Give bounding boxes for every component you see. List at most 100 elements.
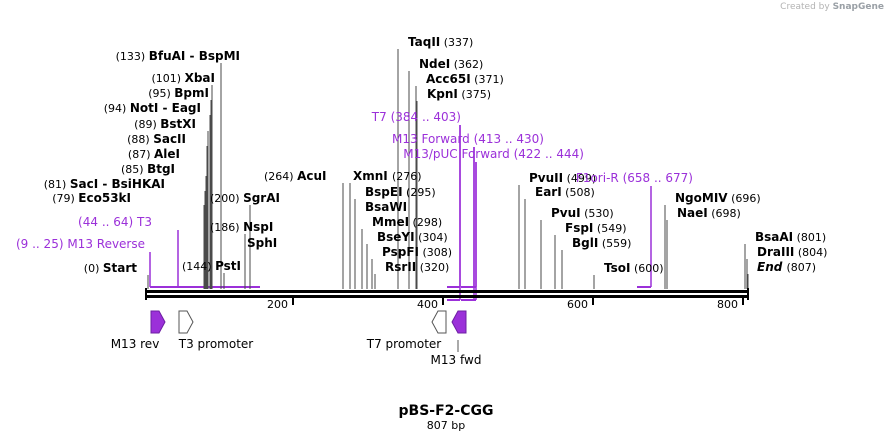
site-name: BstXI bbox=[160, 117, 196, 131]
site-name: KpnI bbox=[427, 87, 458, 101]
site-position: (499) bbox=[563, 172, 596, 185]
svg-text:(186) NspI: (186) NspI bbox=[210, 220, 273, 234]
site-sphi: SphI bbox=[247, 236, 277, 250]
site-pvuii: PvuII (499) bbox=[529, 171, 596, 185]
svg-text:(44 .. 64) T3: (44 .. 64) T3 bbox=[78, 215, 152, 229]
site-position: (295) bbox=[403, 186, 436, 199]
plasmid-name: pBS-F2-CGG bbox=[399, 403, 494, 419]
site-name: BtgI bbox=[147, 162, 175, 176]
site-position: (101) bbox=[152, 72, 185, 85]
site-position: (304) bbox=[415, 231, 448, 244]
svg-text:RsrII (320): RsrII (320) bbox=[385, 260, 449, 274]
feature-arrow-t7-promoter bbox=[431, 310, 447, 334]
site-name: PstI bbox=[215, 259, 241, 273]
site-bsawi: BsaWI bbox=[365, 200, 407, 214]
site-psti: (144) PstI bbox=[182, 259, 241, 273]
site-position: (600) bbox=[630, 262, 663, 275]
site-tsoi: TsoI (600) bbox=[604, 261, 664, 275]
site-name: M13 Forward bbox=[392, 132, 474, 146]
site-name: TaqII bbox=[408, 35, 440, 49]
site-name: PvuI bbox=[551, 206, 581, 220]
site-name: Start bbox=[103, 261, 137, 275]
site-saci-bsihkai: (81) SacI - BsiHKAI bbox=[44, 177, 165, 191]
svg-text:EarI (508): EarI (508) bbox=[535, 185, 595, 199]
svg-text:NdeI (362): NdeI (362) bbox=[419, 57, 483, 71]
site-name: NaeI bbox=[677, 206, 708, 220]
site-name: XbaI bbox=[185, 71, 215, 85]
svg-text:(79) Eco53kI: (79) Eco53kI bbox=[52, 191, 131, 205]
site-bgli: BglI (559) bbox=[572, 236, 631, 250]
site-position: (549) bbox=[593, 222, 626, 235]
site-position: (87) bbox=[128, 148, 154, 161]
site-position: (89) bbox=[134, 118, 160, 131]
site-name: M13 Reverse bbox=[67, 237, 145, 251]
svg-text:BsaWI: BsaWI bbox=[365, 200, 407, 214]
svg-text:TsoI (600): TsoI (600) bbox=[604, 261, 664, 275]
site-position: (186) bbox=[210, 221, 243, 234]
site-name: NdeI bbox=[419, 57, 450, 71]
site-name: SgrAI bbox=[243, 191, 280, 205]
axis-tick-mark bbox=[442, 298, 444, 305]
site-position: (9 .. 25) bbox=[16, 237, 67, 251]
site-position: (658 .. 677) bbox=[623, 171, 693, 185]
site-name: NspI bbox=[243, 220, 273, 234]
axis-tick-label: 400 bbox=[417, 298, 438, 311]
site-position: (413 .. 430) bbox=[474, 132, 544, 146]
site-sacii: (88) SacII bbox=[127, 132, 186, 146]
site-name: MmeI bbox=[372, 215, 409, 229]
site-m13-puc-forward: M13/pUC Forward (422 .. 444) bbox=[403, 147, 584, 161]
site-name: SacII bbox=[153, 132, 186, 146]
axis-tick-mark bbox=[292, 298, 294, 305]
svg-text:PvuI (530): PvuI (530) bbox=[551, 206, 614, 220]
site-name: RsrII bbox=[385, 260, 416, 274]
site-position: (320) bbox=[416, 261, 449, 274]
site-position: (801) bbox=[793, 231, 826, 244]
svg-text:PspFI (308): PspFI (308) bbox=[382, 245, 452, 259]
axis-tick-label: 800 bbox=[717, 298, 738, 311]
feature-label-m13-rev: M13 rev bbox=[111, 337, 160, 351]
site-t3: (44 .. 64) T3 bbox=[78, 215, 152, 229]
site-position: (559) bbox=[598, 237, 631, 250]
site-fspi: FspI (549) bbox=[565, 221, 626, 235]
site-position: (0) bbox=[84, 262, 103, 275]
site-ndei: NdeI (362) bbox=[419, 57, 483, 71]
site-position: (362) bbox=[450, 58, 483, 71]
site-m13-forward: M13 Forward (413 .. 430) bbox=[392, 132, 544, 146]
svg-text:(85) BtgI: (85) BtgI bbox=[121, 162, 175, 176]
site-bstxi: (89) BstXI bbox=[134, 117, 196, 131]
sequence-backbone bbox=[145, 288, 749, 300]
site-name: AcuI bbox=[297, 169, 326, 183]
site-position: (264) bbox=[264, 170, 297, 183]
site-acc65i: Acc65I (371) bbox=[426, 72, 504, 86]
site-position: (384 .. 403) bbox=[391, 110, 461, 124]
axis-tick-label: 600 bbox=[567, 298, 588, 311]
svg-text:BsaAI (801): BsaAI (801) bbox=[755, 230, 826, 244]
site-name: AleI bbox=[154, 147, 180, 161]
site-bfuai-bspmi: (133) BfuAI - BspMI bbox=[116, 49, 240, 63]
svg-text:TaqII (337): TaqII (337) bbox=[408, 35, 473, 49]
site-position: (804) bbox=[794, 246, 827, 259]
svg-text:BseYI (304): BseYI (304) bbox=[377, 230, 448, 244]
site-name: DraIII bbox=[757, 245, 794, 259]
site-sgrai: (200) SgrAI bbox=[210, 191, 280, 205]
site-name: PvuII bbox=[529, 171, 563, 185]
feature-arrow-t3-promoter bbox=[178, 310, 194, 334]
svg-text:(144) PstI: (144) PstI bbox=[182, 259, 241, 273]
svg-text:BglI (559): BglI (559) bbox=[572, 236, 631, 250]
site-position: (94) bbox=[104, 102, 130, 115]
svg-text:M13 Forward (413 .. 430): M13 Forward (413 .. 430) bbox=[392, 132, 544, 146]
watermark: Created by SnapGene bbox=[780, 2, 884, 12]
backbone-end-cap bbox=[747, 288, 749, 300]
site-position: (200) bbox=[210, 192, 243, 205]
site-name: EarI bbox=[535, 185, 562, 199]
site-name: F1ori-R bbox=[576, 171, 623, 185]
site-name: FspI bbox=[565, 221, 593, 235]
site-position: (530) bbox=[581, 207, 614, 220]
watermark-prefix: Created by bbox=[780, 2, 830, 12]
site-name: NgoMIV bbox=[675, 191, 728, 205]
site-name: M13/pUC Forward bbox=[403, 147, 513, 161]
svg-text:(133) BfuAI - BspMI: (133) BfuAI - BspMI bbox=[116, 49, 240, 63]
site-leader-lines bbox=[147, 49, 749, 301]
feature-label-t7-promoter: T7 promoter bbox=[366, 337, 442, 351]
